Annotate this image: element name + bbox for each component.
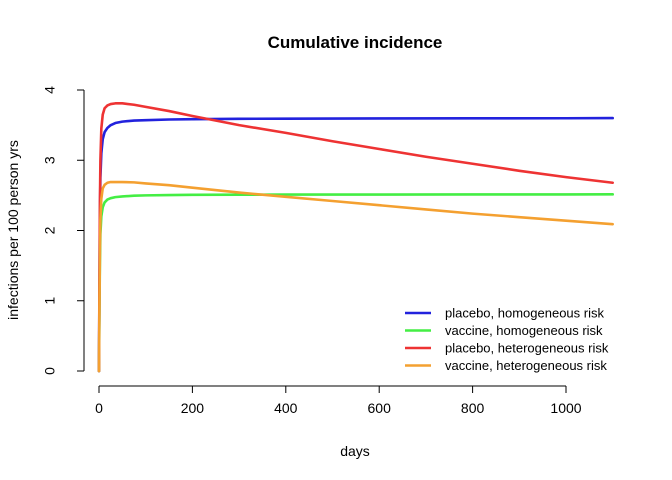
series-line-3 <box>97 102 615 373</box>
x-tick-label: 200 <box>181 400 205 416</box>
x-tick-label: 0 <box>95 400 103 416</box>
x-tick-label: 400 <box>274 400 298 416</box>
y-tick-label: 4 <box>42 86 58 94</box>
series-lines <box>97 102 615 373</box>
x-axis: 0 200 400 600 800 1000 <box>95 385 582 416</box>
y-tick-label: 3 <box>42 156 58 164</box>
y-tick-label: 2 <box>42 226 58 234</box>
legend-label-2: vaccine, homogeneous risk <box>445 323 603 338</box>
series-line-4 <box>97 180 615 373</box>
y-axis: 0 1 2 3 4 <box>42 86 85 375</box>
x-axis-title: days <box>340 443 370 459</box>
x-tick-label: 1000 <box>550 400 581 416</box>
x-tick-label: 800 <box>461 400 485 416</box>
legend-label-4: vaccine, heterogeneous risk <box>445 358 607 373</box>
y-tick-label: 0 <box>42 367 58 375</box>
chart-title: Cumulative incidence <box>268 33 443 52</box>
y-tick-label: 1 <box>42 297 58 305</box>
y-axis-title: infections per 100 person yrs <box>5 140 21 320</box>
legend: placebo, homogeneous risk vaccine, homoge… <box>405 306 609 373</box>
legend-label-1: placebo, homogeneous risk <box>445 306 604 321</box>
x-tick-label: 600 <box>368 400 392 416</box>
legend-label-3: placebo, heterogeneous risk <box>445 341 609 356</box>
